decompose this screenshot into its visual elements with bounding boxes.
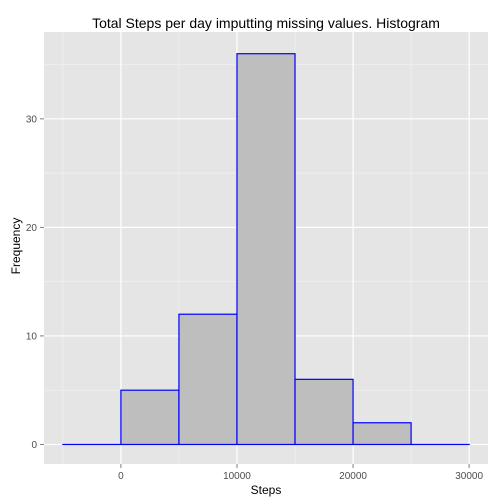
- x-tick-label: 0: [118, 471, 124, 482]
- x-tick-label: 10000: [223, 471, 251, 482]
- histogram-bar: [178, 313, 238, 446]
- chart-title: Total Steps per day imputting missing va…: [92, 15, 440, 31]
- x-tick-label: 30000: [455, 471, 483, 482]
- histogram-bar: [120, 389, 180, 446]
- x-axis: 0 10000 20000 30000: [118, 464, 483, 482]
- y-axis-title: Frequency: [9, 218, 23, 275]
- x-axis-title: Steps: [251, 483, 282, 497]
- histogram-bar: [294, 378, 354, 446]
- y-tick-label: 10: [26, 331, 38, 342]
- histogram-bar: [352, 422, 412, 446]
- histogram-bar: [236, 53, 296, 446]
- y-axis: 0 10 20 30: [26, 114, 44, 451]
- histogram-bars: [62, 53, 470, 446]
- x-tick-label: 20000: [339, 471, 367, 482]
- y-tick-label: 30: [26, 114, 38, 125]
- y-tick-label: 0: [31, 440, 37, 451]
- y-tick-label: 20: [26, 223, 38, 234]
